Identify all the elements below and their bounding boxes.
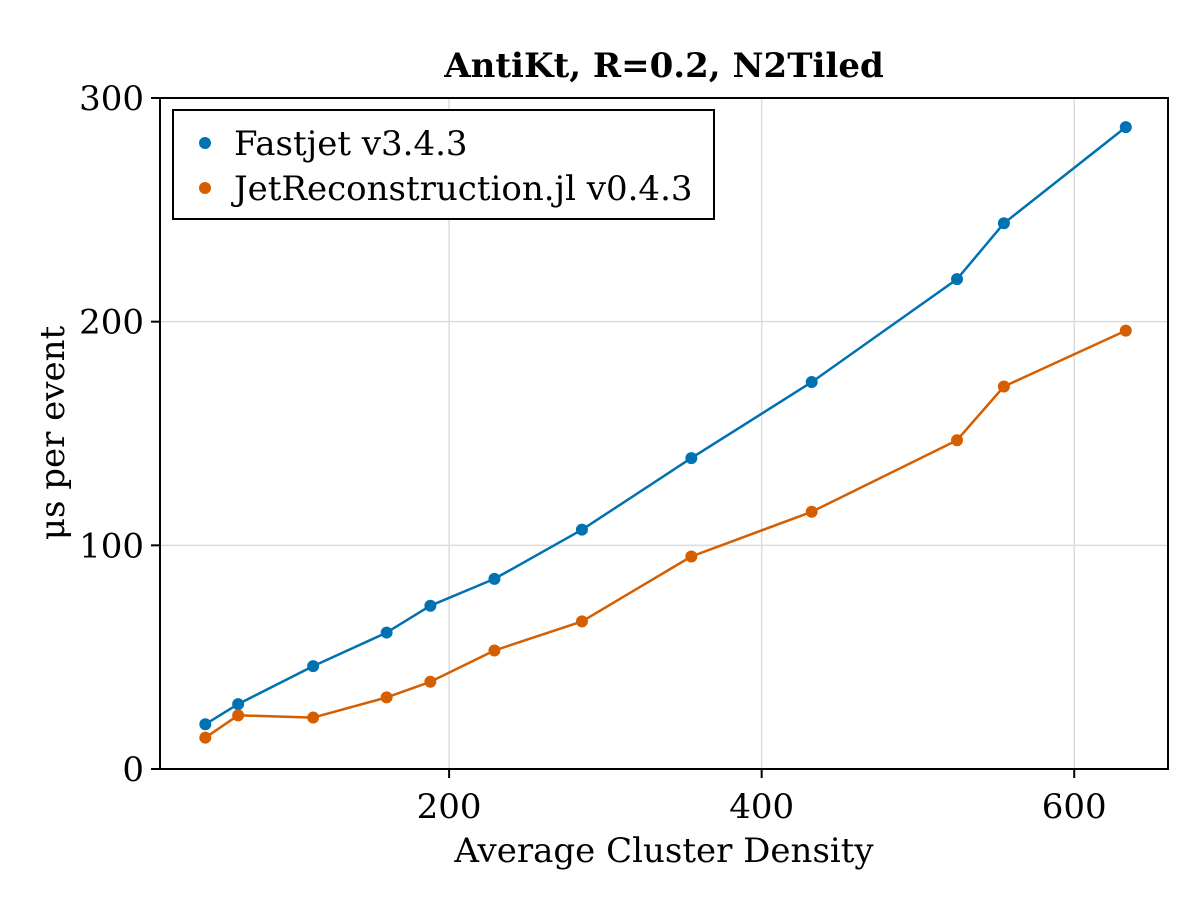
y-axis-label: μs per event — [33, 326, 73, 541]
data-point-series-0 — [307, 660, 320, 673]
y-tick-label: 300 — [79, 79, 144, 119]
x-axis-label: Average Cluster Density — [453, 831, 874, 871]
legend: Fastjet v3.4.3 JetReconstruction.jl v0.4… — [172, 109, 715, 220]
data-point-series-0 — [380, 626, 393, 639]
x-tick-label: 400 — [729, 787, 794, 827]
data-point-series-0 — [199, 718, 212, 731]
legend-marker-jetreconstruction — [199, 182, 211, 194]
plot-frame — [159, 97, 1169, 770]
series-line-0 — [204, 126, 1127, 726]
y-tick-label: 100 — [79, 526, 144, 566]
ticks: 200 400 600 0 100 200 300 — [79, 79, 1107, 827]
legend-label-fastjet: Fastjet v3.4.3 — [234, 124, 468, 164]
data-point-series-0 — [488, 572, 501, 585]
data-point-series-1 — [575, 615, 588, 628]
x-tick-label: 200 — [417, 787, 482, 827]
y-tick-label: 200 — [79, 303, 144, 343]
legend-label-jetreconstruction: JetReconstruction.jl v0.4.3 — [231, 169, 693, 209]
data-point-series-0 — [951, 273, 964, 286]
y-tick-label: 0 — [122, 750, 144, 790]
data-point-series-1 — [951, 434, 964, 447]
legend-box — [172, 109, 715, 220]
data-point-series-1 — [997, 380, 1010, 393]
data-point-series-0 — [232, 698, 245, 711]
data-point-series-0 — [997, 217, 1010, 230]
data-point-series-0 — [424, 599, 437, 612]
data-point-series-1 — [488, 644, 501, 657]
data-point-series-0 — [805, 376, 818, 389]
data-point-series-1 — [1119, 324, 1132, 337]
data-point-series-0 — [1119, 121, 1132, 134]
data-point-series-0 — [685, 452, 698, 465]
data-point-series-1 — [805, 505, 818, 518]
x-tick-label: 600 — [1042, 787, 1107, 827]
chart-title: AntiKt, R=0.2, N2Tiled — [443, 46, 884, 86]
data-point-series-0 — [575, 523, 588, 536]
data-point-series-1 — [307, 711, 320, 724]
legend-marker-fastjet — [199, 137, 211, 149]
data-point-series-1 — [380, 691, 393, 704]
series-line-1 — [204, 329, 1127, 739]
data-point-series-1 — [199, 731, 212, 744]
data-point-series-1 — [424, 675, 437, 688]
data-point-series-1 — [232, 709, 245, 722]
series-layer — [199, 121, 1132, 744]
data-point-series-1 — [685, 550, 698, 563]
